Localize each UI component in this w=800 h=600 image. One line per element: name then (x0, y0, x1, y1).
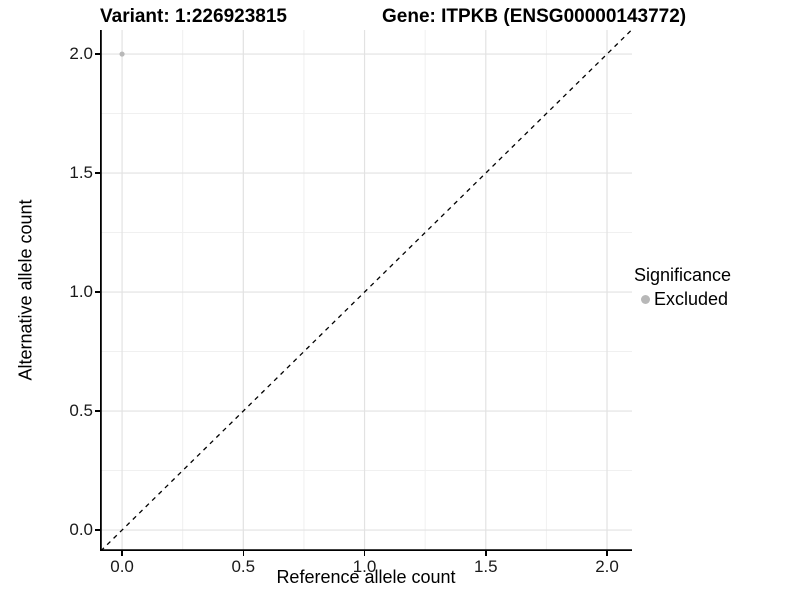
y-tick-mark (95, 291, 100, 293)
legend-item-excluded: Excluded (634, 289, 731, 310)
y-tick-label: 1.5 (69, 163, 93, 183)
plot-panel (100, 30, 632, 551)
identity-dashed-line (100, 30, 632, 551)
y-tick-label: 0.5 (69, 401, 93, 421)
x-tick-mark (485, 551, 487, 556)
y-tick-mark (95, 172, 100, 174)
x-tick-mark (242, 551, 245, 556)
y-tick-label: 0.0 (69, 520, 93, 540)
legend-item-label: Excluded (654, 289, 729, 309)
x-tick-mark (121, 551, 123, 556)
legend-title: Significance (634, 265, 732, 285)
data-point (119, 51, 125, 57)
x-tick-label: 0.5 (231, 557, 256, 576)
x-tick-label: 1.0 (352, 557, 377, 576)
y-tick-mark (95, 53, 100, 55)
legend: Significance Excluded (634, 265, 731, 310)
y-tick-mark (95, 529, 100, 531)
y-tick-mark (95, 410, 100, 412)
x-tick-mark (363, 551, 366, 556)
x-axis-title: Reference allele count (276, 567, 456, 587)
y-axis-title: Alternative allele count (15, 199, 36, 381)
y-tick-label: 2.0 (69, 44, 93, 64)
plot-title-gene: Gene: ITPKB (ENSG00000143772) (382, 6, 687, 27)
x-tick-label: 0.0 (110, 557, 134, 576)
legend-key-dot-icon (641, 295, 650, 304)
x-tick-label: 2.0 (595, 557, 619, 576)
plot-title-variant: Variant: 1:226923815 (100, 6, 287, 27)
x-tick-mark (606, 551, 608, 556)
x-tick-label: 1.5 (473, 557, 498, 576)
y-tick-label: 1.0 (69, 282, 93, 302)
